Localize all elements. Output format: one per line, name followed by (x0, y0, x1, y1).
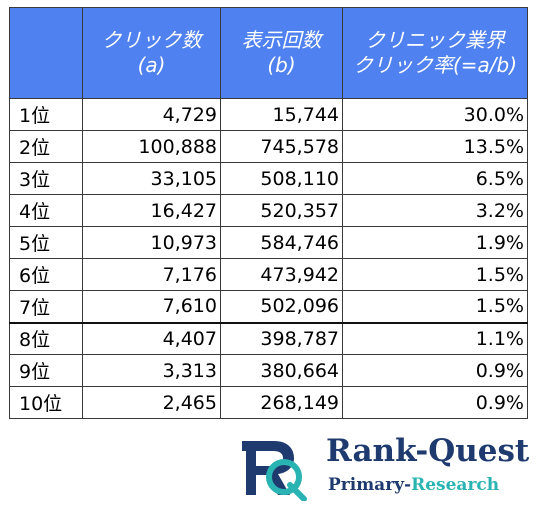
table-row: 4位 16,427 520,357 3.2% (9, 194, 528, 227)
rank-cell: 8位 (9, 322, 83, 355)
ctr-cell: 0.9% (342, 386, 528, 419)
clicks-cell: 7,176 (82, 258, 221, 291)
rank-cell: 6位 (9, 258, 83, 291)
table-row: 1位 4,729 15,744 30.0% (9, 98, 528, 131)
rank-cell: 10位 (9, 386, 83, 419)
header-clicks-line1: クリック数 (101, 28, 202, 52)
table-row: 7位 7,610 502,096 1.5% (9, 290, 528, 324)
clicks-cell: 100,888 (82, 130, 221, 163)
header-ctr-line2: クリック率(=a/b) (352, 53, 518, 77)
header-impressions: 表示回数 (b) (220, 7, 343, 99)
ctr-cell: 1.5% (342, 258, 528, 291)
header-clicks-line2: (a) (137, 53, 166, 77)
rank-quest-logo: Rank-Quest Primary-Research (240, 433, 530, 503)
clicks-cell: 7,610 (82, 290, 221, 324)
header-rank (9, 7, 83, 99)
clicks-cell: 2,465 (82, 386, 221, 419)
rq-logo-icon (242, 441, 307, 501)
impressions-cell: 398,787 (220, 322, 343, 355)
header-ctr: クリニック業界 クリック率(=a/b) (342, 7, 528, 99)
table-row: 5位 10,973 584,746 1.9% (9, 226, 528, 259)
rank-cell: 1位 (9, 98, 83, 131)
rank-cell: 3位 (9, 162, 83, 195)
rank-cell: 2位 (9, 130, 83, 163)
clicks-cell: 10,973 (82, 226, 221, 259)
table-row: 2位 100,888 745,578 13.5% (9, 130, 528, 163)
header-impressions-line2: (b) (267, 53, 296, 77)
impressions-cell: 520,357 (220, 194, 343, 227)
clicks-cell: 4,407 (82, 322, 221, 355)
ctr-cell: 6.5% (342, 162, 528, 195)
ctr-cell: 13.5% (342, 130, 528, 163)
ctr-cell: 0.9% (342, 354, 528, 387)
header-row: クリック数 (a) 表示回数 (b) クリニック業界 クリック率(=a/b) (9, 7, 528, 99)
table-row: 8位 4,407 398,787 1.1% (9, 322, 528, 355)
header-clicks: クリック数 (a) (82, 7, 221, 99)
clicks-cell: 4,729 (82, 98, 221, 131)
table-row: 10位 2,465 268,149 0.9% (9, 386, 528, 419)
ctr-cell: 3.2% (342, 194, 528, 227)
logo-sub-research: Research (411, 475, 500, 495)
impressions-cell: 15,744 (220, 98, 343, 131)
table-row: 6位 7,176 473,942 1.5% (9, 258, 528, 291)
table-row: 9位 3,313 380,664 0.9% (9, 354, 528, 387)
logo-title-quest: Quest (428, 433, 530, 469)
header-ctr-line1: クリニック業界 (365, 28, 505, 52)
ctr-cell: 1.9% (342, 226, 528, 259)
impressions-cell: 502,096 (220, 290, 343, 324)
impressions-cell: 508,110 (220, 162, 343, 195)
rank-cell: 4位 (9, 194, 83, 227)
clicks-cell: 33,105 (82, 162, 221, 195)
ctr-cell: 1.5% (342, 290, 528, 324)
logo-title: Rank-Quest (326, 433, 529, 469)
rank-cell: 7位 (9, 290, 83, 324)
logo-title-rank: Rank- (326, 433, 429, 469)
logo-subtitle: Primary-Research (328, 474, 499, 496)
table-row: 3位 33,105 508,110 6.5% (9, 162, 528, 195)
logo-sub-primary: Primary- (328, 475, 412, 495)
ranking-table: クリック数 (a) 表示回数 (b) クリニック業界 クリック率(=a/b) 1… (9, 7, 528, 419)
impressions-cell: 473,942 (220, 258, 343, 291)
impressions-cell: 584,746 (220, 226, 343, 259)
rank-cell: 5位 (9, 226, 83, 259)
clicks-cell: 3,313 (82, 354, 221, 387)
ctr-cell: 30.0% (342, 98, 528, 131)
clicks-cell: 16,427 (82, 194, 221, 227)
impressions-cell: 745,578 (220, 130, 343, 163)
ctr-cell: 1.1% (342, 322, 528, 355)
header-impressions-line1: 表示回数 (241, 28, 322, 52)
impressions-cell: 268,149 (220, 386, 343, 419)
rank-cell: 9位 (9, 354, 83, 387)
impressions-cell: 380,664 (220, 354, 343, 387)
